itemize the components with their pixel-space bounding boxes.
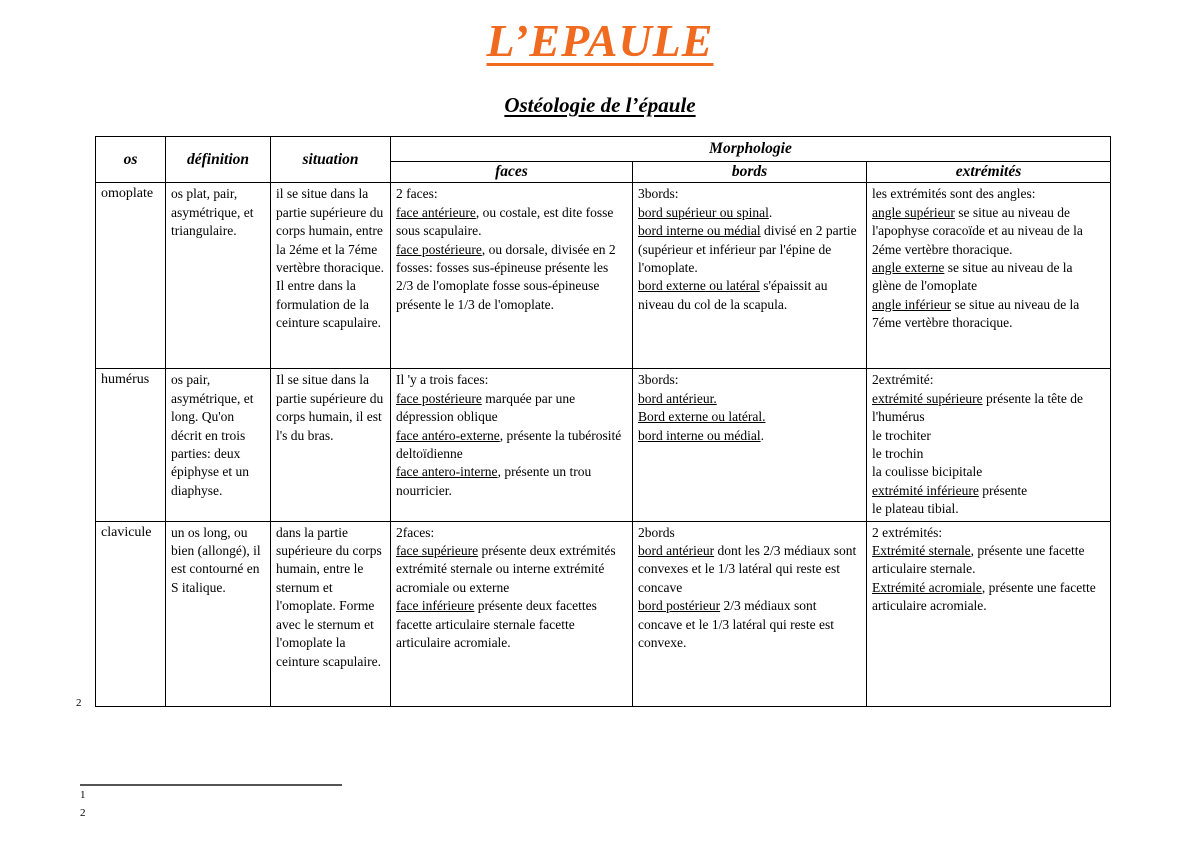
os-name: humérus xyxy=(95,368,166,522)
footnote-separator xyxy=(80,784,342,786)
page-title-text: L’EPAULE xyxy=(486,15,714,66)
extremites-cell: les extrémités sont des angles: angle sup… xyxy=(865,182,1112,370)
header-morphologie: Morphologie xyxy=(389,136,1112,162)
bords-cell: 2bords bord antérieur dont les 2/3 médiau… xyxy=(632,520,867,707)
header-situation: situation xyxy=(270,135,391,184)
footnote-number-2: 2 xyxy=(80,807,86,819)
extremites-cell: 2extrémité: extrémité supérieure présente… xyxy=(865,368,1112,522)
table-row-omoplate: omoplate os plat, pair, asymétrique, et … xyxy=(95,182,1112,370)
definition-cell: os plat, pair, asymétrique, et triangula… xyxy=(165,182,271,370)
os-name: omoplate xyxy=(95,182,166,370)
situation-cell: Il se situe dans la partie supérieure du… xyxy=(270,368,391,522)
definition-cell: un os long, ou bien (allongé), il est co… xyxy=(165,520,271,707)
page-subtitle-text: Ostéologie de l’épaule xyxy=(504,93,696,117)
os-name: clavicule xyxy=(95,520,166,707)
header-definition: définition xyxy=(165,135,271,184)
header-faces: faces xyxy=(390,160,633,184)
bords-cell: 3bords: bord supérieur ou spinal. bord int… xyxy=(632,182,867,370)
page-subtitle: Ostéologie de l’épaule xyxy=(0,93,1200,118)
table-header-row: os définition situation Morphologie xyxy=(95,135,1112,184)
header-os: os xyxy=(95,135,166,184)
faces-cell: 2faces: face supérieure présente deux ext… xyxy=(390,520,633,707)
footnote-number-1: 1 xyxy=(80,789,86,801)
table-subheader-row: faces bords extrémités xyxy=(96,160,1112,184)
definition-cell: os pair, asymétrique, et long. Qu'on déc… xyxy=(165,368,271,522)
page-title: L’EPAULE xyxy=(0,14,1200,67)
table-row-clavicule: clavicule un os long, ou bien (allongé),… xyxy=(95,520,1112,707)
header-extremites: extrémités xyxy=(865,160,1112,184)
faces-cell: Il 'y a trois faces: face postérieure mar… xyxy=(390,368,633,522)
situation-cell: il se situe dans la partie supérieure du… xyxy=(270,182,391,370)
situation-cell: dans la partie supérieure du corps humai… xyxy=(270,520,391,707)
bords-cell: 3bords: bord antérieur. Bord externe ou l… xyxy=(632,368,867,522)
header-bords: bords xyxy=(632,160,867,184)
osteology-table: os définition situation Morphologie face… xyxy=(95,135,1112,707)
extremites-cell: 2 extrémités: Extrémité sternale, présent… xyxy=(865,520,1112,707)
footnote-marker: 2 xyxy=(76,697,82,709)
table-row-humerus: humérus os pair, asymétrique, et long. Q… xyxy=(95,368,1112,522)
faces-cell: 2 faces: face antérieure, ou costale, est… xyxy=(390,182,633,370)
